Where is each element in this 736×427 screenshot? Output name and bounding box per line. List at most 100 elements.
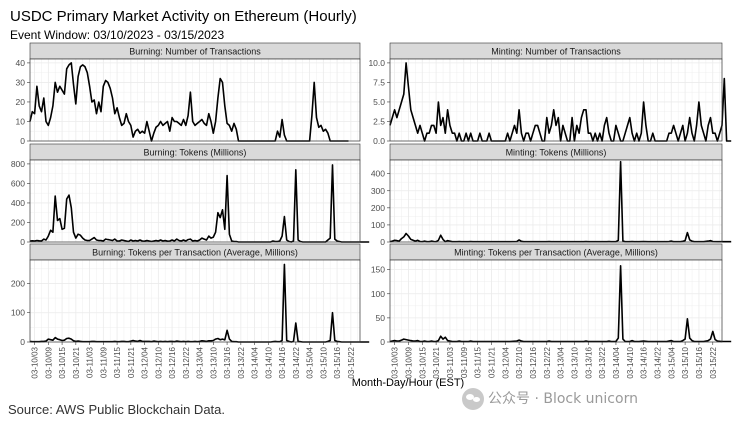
x-tick-label: 03-10/21 (72, 346, 81, 378)
facet-panel: Minting: Number of Transactions 0.0 2.5 5.0… (368, 42, 732, 146)
y-tick-label: 20 (16, 97, 26, 107)
y-tick-label: 100 (371, 289, 385, 299)
x-tick-label: 03-12/10 (154, 346, 163, 378)
x-tick-label: 03-11/21 (127, 346, 136, 378)
plot-background (390, 160, 722, 242)
y-tick-label: 30 (16, 77, 26, 87)
x-tick-label: 03-11/15 (113, 346, 122, 378)
facet-strip-label-burning-tokens-per-transaction-average-millions: Burning: Tokens per Transaction (Average… (92, 248, 298, 258)
y-tick-label: 0 (20, 337, 25, 347)
y-tick-label: 100 (371, 220, 385, 230)
x-tick-label: 03-10/09 (404, 346, 413, 378)
panel-border (29, 159, 361, 243)
x-tick-label: 03-13/10 (570, 346, 579, 378)
x-tick-label: 03-12/22 (182, 346, 191, 378)
plot-background (390, 260, 722, 342)
x-tick-label: 03-14/16 (278, 346, 287, 378)
x-tick-label: 03-15/04 (667, 346, 676, 378)
y-tick-label: 800 (11, 159, 25, 169)
x-tick-label: 03-10/15 (418, 346, 427, 378)
x-tick-label: 03-13/22 (237, 346, 246, 378)
y-tick-label: 5.0 (373, 97, 385, 107)
x-tick-label: 03-14/10 (626, 346, 635, 378)
x-tick-label: 03-15/10 (681, 346, 690, 378)
y-tick-label: 0 (20, 237, 25, 247)
y-tick-label: 300 (371, 186, 385, 196)
y-tick-label: 0.0 (373, 136, 385, 146)
x-tick-label: 03-14/04 (251, 346, 260, 378)
x-tick-label: 03-12/10 (515, 346, 524, 378)
x-axis-title: Month-Day/Hour (EST) (352, 377, 464, 389)
x-tick-label: 03-11/03 (446, 346, 455, 378)
plot-background (30, 260, 360, 342)
y-tick-label: 0 (380, 337, 385, 347)
facet-panel: Minting: Tokens per Transaction (Average… (371, 243, 732, 347)
panel-border (389, 259, 723, 343)
x-tick-label: 03-10/21 (432, 346, 441, 378)
x-tick-label: 03-10/03 (31, 346, 40, 378)
x-tick-label: 03-13/04 (557, 346, 566, 378)
y-tick-label: 0 (380, 237, 385, 247)
panel-border (389, 159, 723, 243)
x-tick-label: 03-13/04 (196, 346, 205, 378)
x-tick-label: 03-12/04 (501, 346, 510, 378)
x-tick-label: 03-13/16 (584, 346, 593, 378)
wechat-logo-icon (462, 388, 484, 410)
y-tick-label: 200 (11, 217, 25, 227)
x-tick-label: 03-15/10 (319, 346, 328, 378)
x-tick-label: 03-15/16 (333, 346, 342, 378)
y-tick-label: 7.5 (373, 77, 385, 87)
x-tick-label: 03-13/22 (598, 346, 607, 378)
x-tick-label: 03-12/16 (168, 346, 177, 378)
facet-panel: Minting: Tokens (Millions) 0 100 200 300 400 (371, 143, 732, 247)
chart-subtitle: Event Window: 03/10/2023 - 03/15/2023 (10, 28, 225, 42)
facet-strip-label-minting-tokens-per-transaction-average-millions: Minting: Tokens per Transaction (Average… (454, 248, 658, 258)
y-tick-label: 600 (11, 178, 25, 188)
facet-panel: Burning: Number of Transactions 0 10 20 30 40 (16, 42, 361, 146)
x-tick-label: 03-14/16 (640, 346, 649, 378)
watermark: 公众号 · Block unicorn (462, 388, 638, 410)
y-tick-label: 100 (11, 308, 25, 318)
x-tick-label: 03-15/22 (709, 346, 718, 378)
facet-panel: Burning: Tokens (Millions) 0 200 400 600 800 (11, 143, 370, 247)
y-tick-label: 2.5 (373, 116, 385, 126)
x-tick-label: 03-11/21 (487, 346, 496, 378)
facet-strip-label-burning-number-of-transactions: Burning: Number of Transactions (129, 47, 261, 57)
facet-strip-label-minting-number-of-transactions: Minting: Number of Transactions (491, 47, 621, 57)
chart-title: USDC Primary Market Activity on Ethereum… (10, 8, 357, 25)
y-tick-label: 400 (11, 198, 25, 208)
series-line-burning-tokens-millions (29, 164, 370, 243)
x-tick-label: 03-10/09 (44, 346, 53, 378)
x-tick-label: 03-11/03 (86, 346, 95, 378)
x-tick-label: 03-12/04 (141, 346, 150, 378)
watermark-text: 公众号 · Block unicorn (488, 391, 638, 407)
y-tick-label: 400 (371, 169, 385, 179)
y-tick-label: 200 (371, 203, 385, 213)
x-tick-label: 03-10/15 (58, 346, 67, 378)
x-tick-label: 03-12/16 (529, 346, 538, 378)
facet-panels: Burning: Number of Transactions 0 10 20 30 40… (11, 42, 732, 347)
y-tick-label: 0 (20, 136, 25, 146)
panel-border (29, 58, 361, 142)
panel-border (389, 58, 723, 142)
x-tick-label: 03-10/03 (391, 346, 400, 378)
y-tick-label: 10 (16, 116, 26, 126)
x-tick-label: 03-12/22 (543, 346, 552, 378)
x-tick-label: 03-14/04 (612, 346, 621, 378)
x-tick-label: 03-14/10 (264, 346, 273, 378)
x-tick-label: 03-15/22 (347, 346, 356, 378)
x-tick-label: 03-13/16 (223, 346, 232, 378)
series-line-burning-tokens-per-transaction-average-millions (29, 263, 370, 343)
x-tick-label: 03-11/09 (99, 346, 108, 378)
panel-border (29, 259, 361, 343)
x-tick-label: 03-15/16 (695, 346, 704, 378)
y-tick-label: 50 (376, 313, 386, 323)
x-tick-label: 03-15/04 (306, 346, 315, 378)
y-tick-label: 40 (16, 58, 26, 68)
facet-strip-label-minting-tokens-millions: Minting: Tokens (Millions) (506, 148, 607, 158)
facet-panel: Burning: Tokens per Transaction (Average… (11, 243, 370, 347)
x-tick-label: 03-11/15 (474, 346, 483, 378)
series-line-minting-tokens-per-transaction-average-millions (389, 265, 732, 343)
y-tick-label: 10.0 (368, 58, 385, 68)
